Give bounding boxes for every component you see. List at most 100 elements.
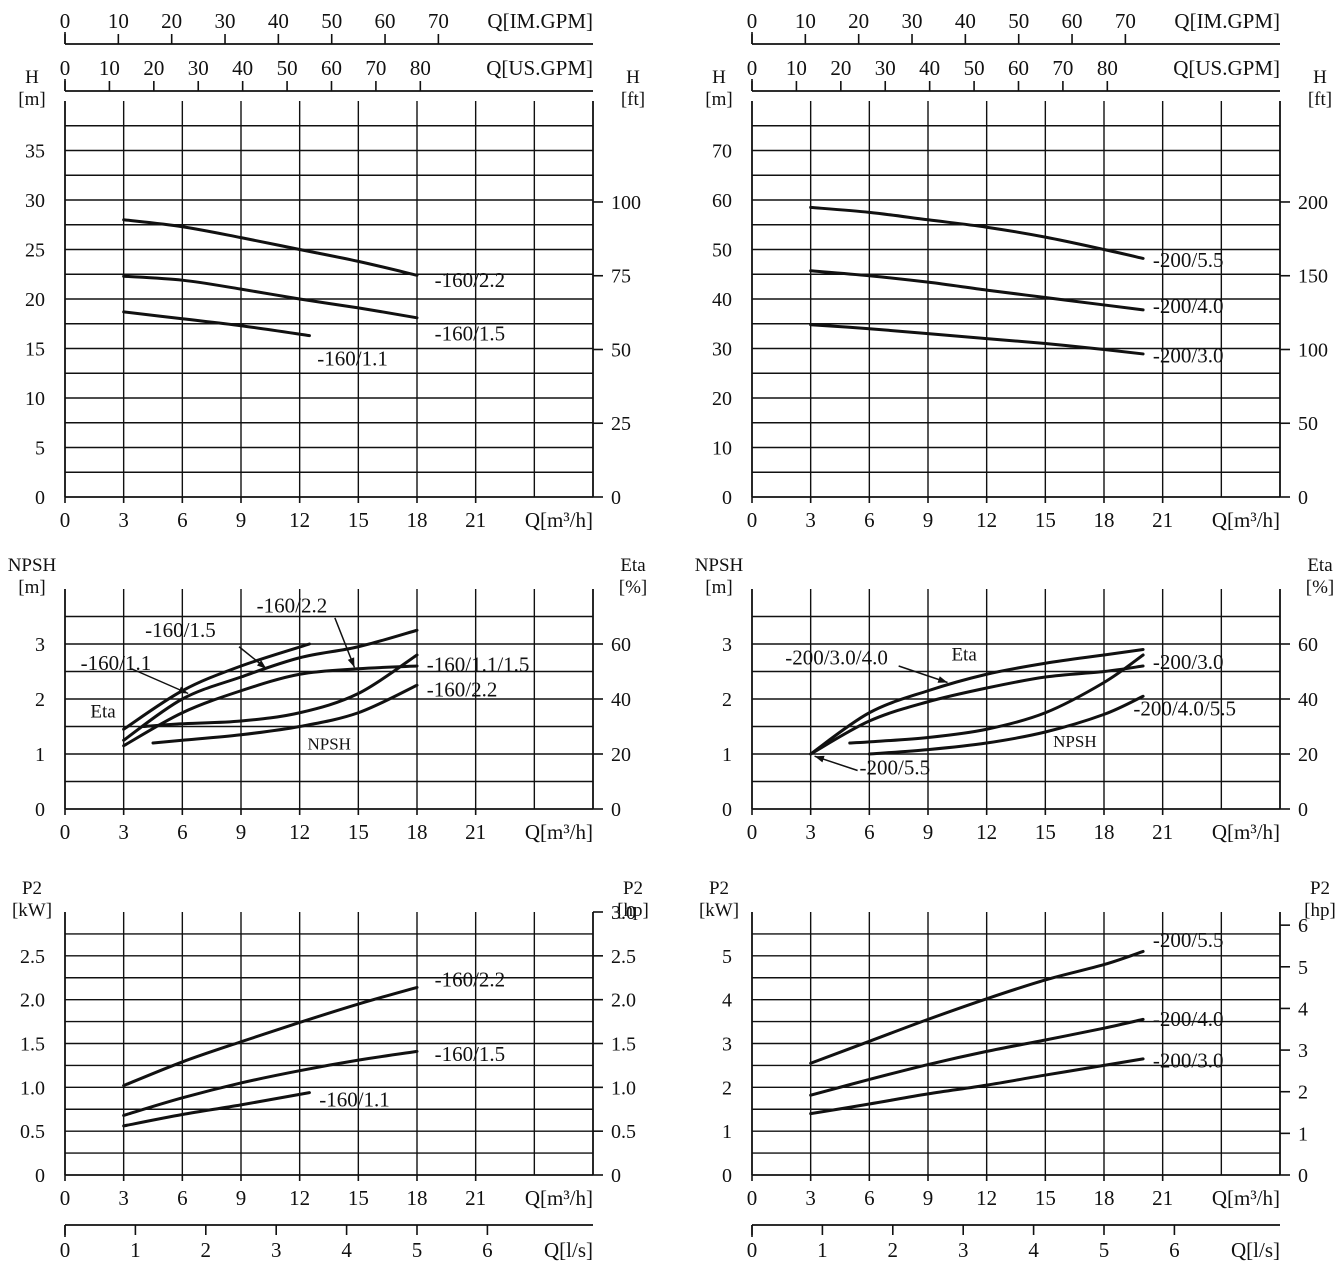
ls-tick-label: 3: [271, 1238, 282, 1261]
y-tick-label: 35: [25, 141, 45, 163]
y-tick-label: 30: [25, 190, 45, 212]
y-tick-label: 70: [712, 141, 732, 163]
eta-tag: Eta: [90, 702, 116, 723]
top-axis-us-label: Q[US.GPM]: [486, 56, 593, 80]
y2-ticks: 0 20 40 60: [593, 634, 631, 821]
y2-tick-label: 2.0: [611, 990, 636, 1012]
series-line-2: [122, 628, 419, 742]
x-tick-label: 6: [864, 1186, 875, 1210]
x-tick-label: 15: [348, 508, 369, 532]
x-tick-label: 3: [118, 508, 129, 532]
y-ticks: 0 1 2 3: [35, 634, 45, 821]
y-tick-label: 10: [25, 388, 45, 410]
top-axis-im-tick-label: 50: [321, 9, 342, 33]
series-label: -160/2.2: [435, 268, 506, 292]
series-label: -200/4.0: [1153, 1007, 1224, 1031]
top-axis-im-tick-label: 10: [108, 9, 129, 33]
eta-tag: Eta: [951, 645, 977, 666]
y2-tick-label: 3.0: [611, 902, 636, 924]
x-tick-label: 9: [923, 1186, 934, 1210]
x-tick-label: 21: [465, 820, 486, 844]
y2-tick-label: 3: [1298, 1040, 1308, 1062]
y2-axis-title: P2: [623, 878, 643, 899]
ls-tick-label: 6: [482, 1238, 493, 1261]
series-label: -160/1.1: [317, 346, 388, 370]
series-line-5: [151, 683, 419, 745]
x-tick-label: 15: [348, 1186, 369, 1210]
top-axis-us-tick-label: 0: [60, 56, 71, 80]
x-ticks: 0 3 6 9 12 15 18 21: [747, 1175, 1173, 1210]
top-axis-us-tick-label: 80: [1097, 56, 1118, 80]
y2-tick-label: 0: [611, 1165, 621, 1187]
top-axis-im-tick-label: 70: [428, 9, 449, 33]
top-axis-im-tick-label: 50: [1008, 9, 1029, 33]
y2-ticks: 0 50 100 150 200: [1280, 192, 1328, 509]
x-tick-label: 0: [747, 1186, 758, 1210]
top-axis-us-tick-label: 20: [143, 56, 164, 80]
y-axis-title: P2: [22, 878, 42, 899]
x-tick-label: 12: [976, 508, 997, 532]
y2-tick-label: 1.0: [611, 1077, 636, 1099]
top-axis-im-tick-label: 40: [955, 9, 976, 33]
x-tick-label: 12: [976, 820, 997, 844]
grid: [752, 589, 1280, 809]
npsh-tag: NPSH: [1053, 732, 1096, 751]
series-label: -160/1.5: [435, 1042, 506, 1066]
x-ticks: 0 3 6 9 12 15 18 21: [747, 809, 1173, 844]
y2-axis-unit: [ft]: [1308, 89, 1332, 110]
x-tick-label: 18: [407, 820, 428, 844]
y-axis-unit: [kW]: [699, 900, 739, 921]
top-axis-us-tick-label: 30: [875, 56, 896, 80]
y-tick-label: 3: [35, 634, 45, 656]
top-axis-im-tick-label: 0: [60, 9, 71, 33]
x-tick-label: 9: [236, 1186, 247, 1210]
x-tick-label: 12: [289, 508, 310, 532]
ls-tick-label: 4: [1028, 1238, 1039, 1261]
series-line-3: [122, 310, 311, 338]
x-tick-label: 0: [747, 508, 758, 532]
series-label: -200/3.0: [1153, 1049, 1224, 1073]
y2-tick-label: 2: [1298, 1082, 1308, 1104]
top-axis-im-tick-label: 30: [902, 9, 923, 33]
y2-tick-label: 1.5: [611, 1034, 636, 1056]
ls-tick-label: 1: [817, 1238, 828, 1261]
top-axis-us-label: Q[US.GPM]: [1173, 56, 1280, 80]
series-label: -160/1.1: [81, 651, 152, 675]
y-ticks: 0 10 20 30 40 50 60 70: [712, 141, 732, 510]
x-tick-label: 9: [923, 508, 934, 532]
y2-ticks: 0 0.5 1.0 1.5 2.0 2.5 3.0: [593, 902, 636, 1187]
y-tick-label: 50: [712, 240, 732, 262]
y-tick-label: 0: [722, 799, 732, 821]
y-tick-label: 60: [712, 190, 732, 212]
series-label: -200/3.0: [1153, 650, 1224, 674]
x-tick-label: 15: [1035, 820, 1056, 844]
series-label: -160/2.2: [257, 593, 328, 617]
top-axis-im-tick-label: 40: [268, 9, 289, 33]
ls-tick-label: 3: [958, 1238, 969, 1261]
chart-5: 0 3 6 9 12 15 18 21 Q[m³/h]00.51.01.52.02.5P2[kW…: [12, 878, 649, 1261]
ls-tick-label: 4: [341, 1238, 352, 1261]
top-axis-us: 0 10 20 30 40 50 60 70 80 Q[US.GPM]: [60, 56, 593, 92]
series-line-2: [122, 1049, 419, 1117]
series-layer: -200/5.5 -200/4.0 -200/3.0: [809, 205, 1224, 367]
top-axis-us-tick-label: 80: [410, 56, 431, 80]
top-axis-us-tick-label: 70: [1052, 56, 1073, 80]
top-axis-us-tick-label: 20: [830, 56, 851, 80]
series-label: -160/1.1/1.5: [427, 653, 530, 677]
y-tick-label: 1.5: [20, 1034, 45, 1056]
y2-tick-label: 75: [611, 266, 631, 288]
y2-tick-label: 20: [611, 744, 631, 766]
y-ticks: 0 0.5 1.0 1.5 2.0 2.5: [20, 946, 45, 1187]
chart-6: 0 3 6 9 12 15 18 21 Q[m³/h]012345P2[kW]0123456P2…: [699, 878, 1336, 1261]
x-tick-label: 21: [1152, 508, 1173, 532]
y2-axis-title: H: [626, 67, 640, 88]
series-label: -200/5.5: [1153, 248, 1224, 272]
y-tick-label: 15: [25, 339, 45, 361]
y2-axis-title: H: [1313, 67, 1327, 88]
top-axis-im-tick-label: 70: [1115, 9, 1136, 33]
top-axis-im-tick-label: 0: [747, 9, 758, 33]
x-tick-label: 12: [289, 1186, 310, 1210]
label-arrowhead: [256, 660, 267, 669]
y-tick-label: 0: [35, 799, 45, 821]
y-tick-label: 4: [722, 990, 732, 1012]
